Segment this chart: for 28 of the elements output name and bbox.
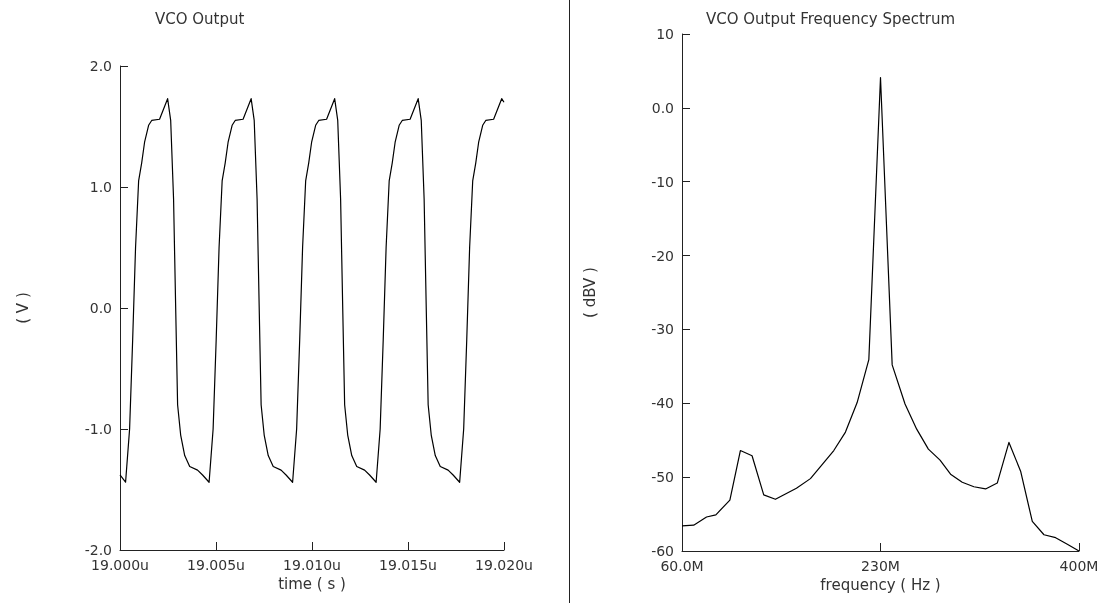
y-tick-label: -40 bbox=[651, 395, 674, 412]
x-axis-title: time ( s ) bbox=[278, 575, 346, 594]
y-tick-label: 10 bbox=[656, 26, 674, 42]
y-tick-label: -50 bbox=[651, 469, 674, 486]
y-tick-label: -10 bbox=[651, 173, 674, 190]
x-tick-label: 19.015u bbox=[379, 557, 437, 573]
x-tick-label: 60.0M bbox=[660, 558, 704, 574]
y-tick-label: -2.0 bbox=[84, 542, 112, 558]
y-tick-label: 0.0 bbox=[651, 99, 674, 116]
x-tick-label: 400M bbox=[1059, 558, 1099, 574]
y-tick-label: -30 bbox=[651, 321, 674, 338]
x-tick-label: 19.000u bbox=[91, 557, 149, 573]
y-tick-label: -60 bbox=[651, 543, 674, 559]
y-tick-label: -20 bbox=[651, 247, 674, 264]
line-series bbox=[119, 98, 505, 483]
x-tick-label: 19.010u bbox=[283, 557, 341, 573]
y-tick-label: 2.0 bbox=[89, 58, 112, 74]
x-tick-label: 19.020u bbox=[475, 557, 533, 573]
x-axis-title: frequency ( Hz ) bbox=[820, 576, 941, 595]
x-tick-label: 19.005u bbox=[187, 557, 245, 573]
y-tick-label: -1.0 bbox=[84, 421, 112, 437]
x-tick-label: 230M bbox=[861, 558, 900, 574]
chart-title: VCO Output bbox=[155, 9, 245, 28]
y-tick-label: 0.0 bbox=[89, 300, 112, 316]
y-axis-title: ( dBV ) bbox=[580, 267, 599, 318]
y-axis-title: ( V ) bbox=[13, 292, 32, 324]
chart-title: VCO Output Frequency Spectrum bbox=[706, 9, 956, 28]
y-tick-label: 1.0 bbox=[89, 179, 112, 195]
